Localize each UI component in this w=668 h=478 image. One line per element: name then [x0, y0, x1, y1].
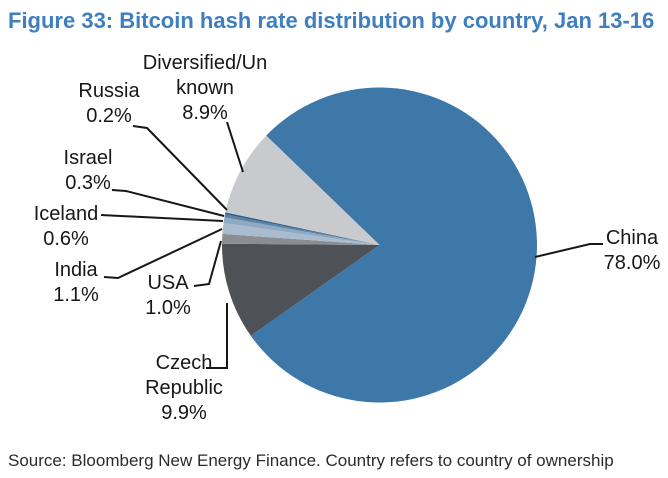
pie-slice-china: [250, 87, 537, 403]
pie-label-israel: Israel 0.3%: [63, 147, 113, 194]
leader-line-israel: [111, 189, 225, 217]
leader-line-usa: [193, 240, 222, 287]
pie-slice-russia: [225, 212, 380, 245]
pie-label-czech-republic: Czech Republic 9.9%: [145, 352, 223, 424]
figure-source: Source: Bloomberg New Energy Finance. Co…: [8, 451, 614, 470]
leader-line-iceland: [100, 214, 224, 222]
pie-slice-czech-republic: [221, 243, 380, 336]
pie-slice-israel: [224, 214, 380, 245]
leader-line-india: [103, 228, 223, 280]
leader-line-russia: [132, 125, 228, 211]
leader-line-china: [534, 243, 603, 258]
pie-label-diversified-unknown: Diversified/Un known 8.9%: [142, 52, 268, 124]
pie-label-usa: USA 1.0%: [145, 272, 191, 319]
pie-slice-diversified-unknown: [225, 135, 380, 245]
pie-label-china: China 78.0%: [603, 227, 661, 274]
pie-slice-india: [222, 223, 380, 245]
figure-title: Figure 33: Bitcoin hash rate distributio…: [8, 8, 655, 33]
pie-label-russia: Russia 0.2%: [78, 80, 140, 127]
pie-slice-usa: [222, 233, 380, 245]
pie-slice-iceland: [223, 217, 380, 245]
pie-label-iceland: Iceland 0.6%: [33, 203, 99, 250]
pie-label-india: India 1.1%: [53, 259, 99, 306]
leader-line-diversified-unknown: [226, 121, 244, 173]
leader-line-czech-republic: [206, 303, 228, 369]
